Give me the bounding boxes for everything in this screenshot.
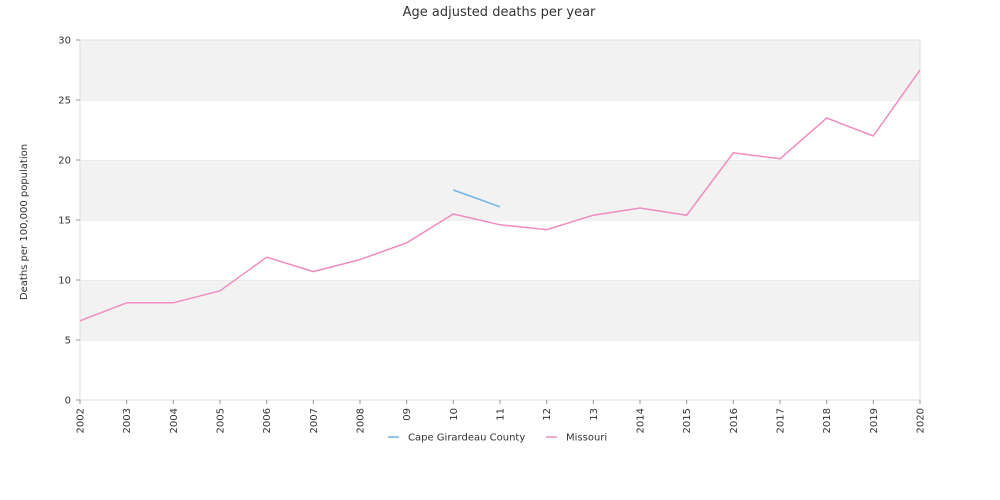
x-tick-label: 2002 (76, 408, 87, 433)
x-tick-label: 2006 (262, 408, 273, 433)
grid-bands (80, 39, 920, 400)
x-axis: 2002 2003 2004 2005 2006 2007 2008 09 10 11 12 13 20… (76, 400, 927, 433)
x-tick-label: 11 (496, 408, 507, 421)
x-tick-label: 2020 (916, 408, 927, 433)
x-tick-label: 2005 (216, 408, 227, 433)
series-line (453, 189, 501, 208)
y-tick-label: 5 (65, 336, 71, 347)
y-axis: 0 5 10 15 20 25 30 (58, 36, 80, 407)
y-tick-label: 15 (58, 216, 71, 227)
x-tick-label: 2003 (122, 408, 133, 433)
y-axis-label: Deaths per 100,000 population (19, 144, 30, 300)
x-tick-label: 2004 (169, 408, 180, 433)
x-tick-label: 2018 (822, 408, 833, 433)
chart-title: Age adjusted deaths per year (403, 5, 596, 20)
x-tick-label: 09 (402, 408, 413, 421)
legend-label: Cape Girardeau County (408, 433, 525, 444)
grid-band (80, 40, 920, 100)
y-tick-label: 25 (58, 96, 71, 107)
x-tick-label: 12 (542, 408, 553, 421)
x-tick-label: 2015 (682, 408, 693, 433)
y-tick-label: 20 (58, 156, 71, 167)
grid-band (80, 280, 920, 340)
y-tick-label: 0 (65, 396, 71, 407)
grid-band (80, 340, 920, 400)
x-tick-label: 2008 (356, 408, 367, 433)
legend: Cape Girardeau County Missouri (388, 433, 607, 444)
series-line (79, 69, 921, 322)
x-tick-label: 2014 (636, 408, 647, 433)
y-tick-label: 10 (58, 276, 71, 287)
series-lines (79, 69, 921, 322)
x-tick-label: 2019 (869, 408, 880, 433)
x-tick-label: 2017 (776, 408, 787, 433)
y-tick-label: 30 (58, 36, 71, 47)
x-tick-label: 2016 (729, 408, 740, 433)
x-tick-label: 2007 (309, 408, 320, 433)
grid-band (80, 220, 920, 280)
x-tick-label: 13 (589, 408, 600, 421)
legend-label: Missouri (566, 433, 607, 444)
grid-band (80, 100, 920, 160)
x-tick-label: 10 (449, 408, 460, 421)
grid-band (80, 160, 920, 220)
